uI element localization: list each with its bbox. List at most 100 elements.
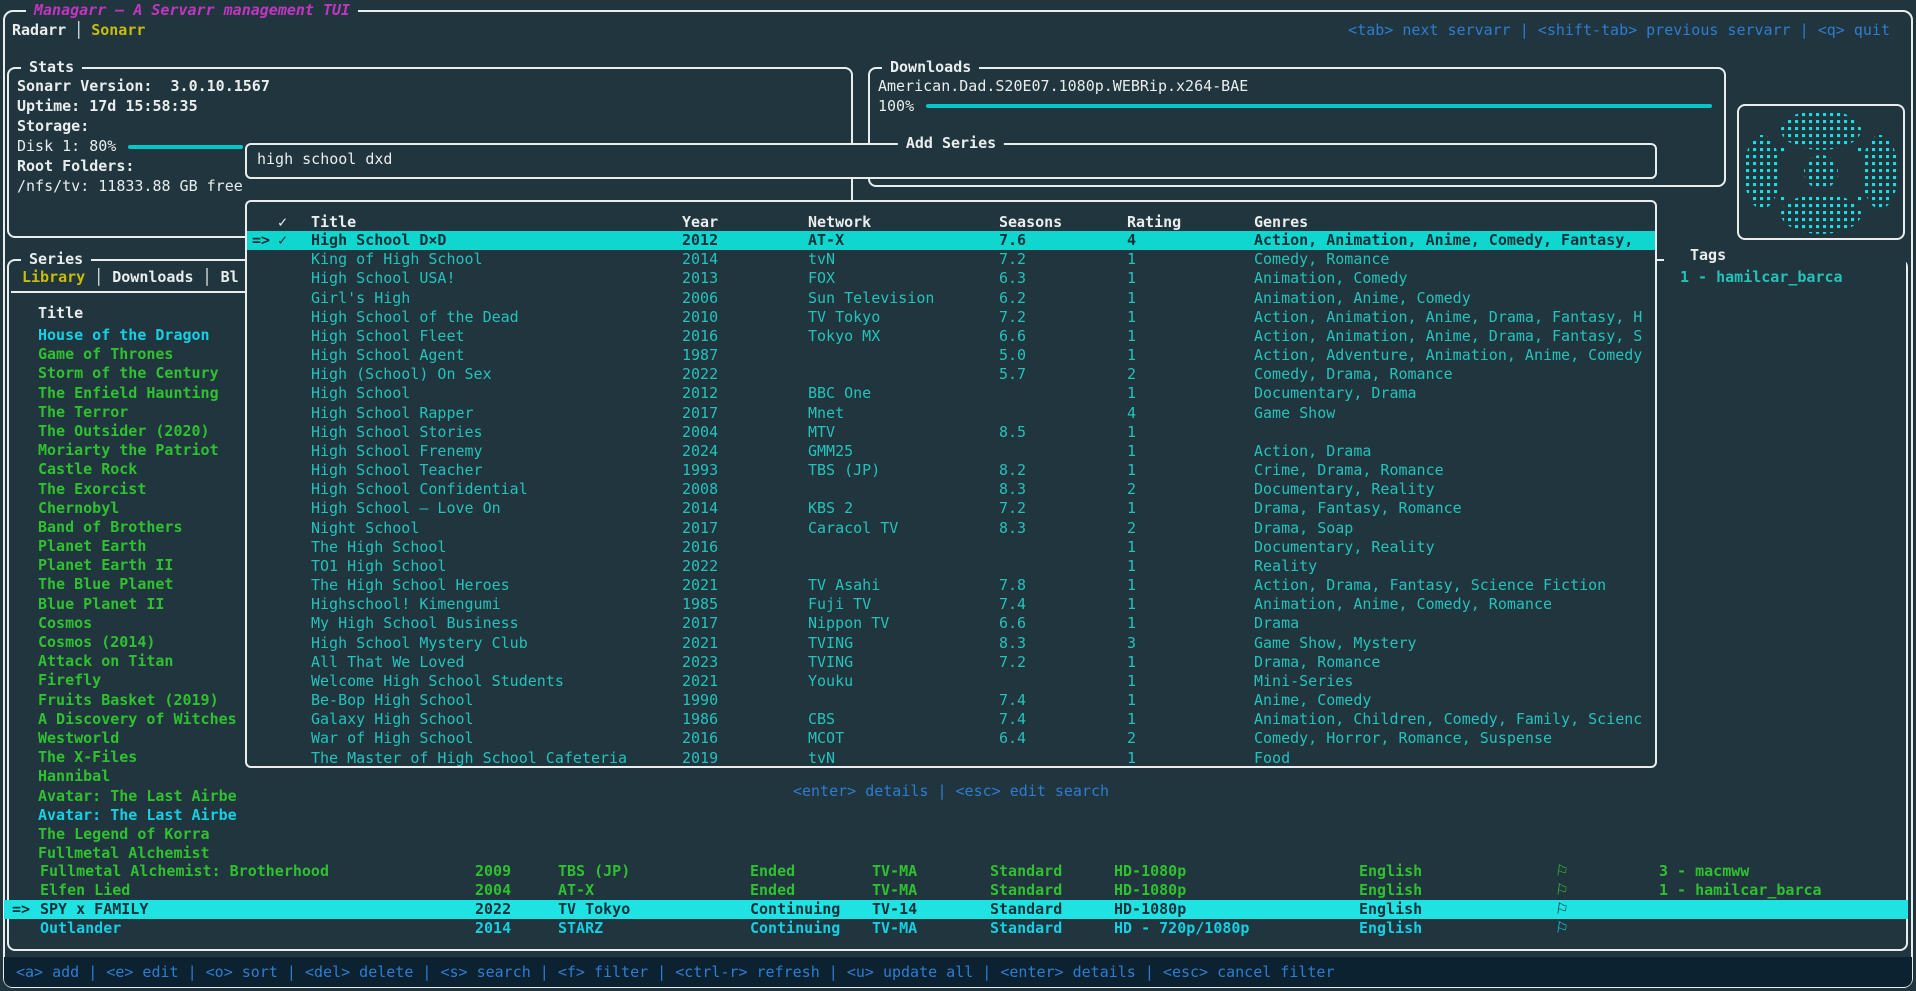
search-result-row[interactable]: Be-Bop High School 1990 7.4 1 Anime, Com… [247,691,1655,710]
search-result-row[interactable]: King of High School 2014 tvN 7.2 1 Comed… [247,250,1655,269]
library-series-item[interactable]: Planet Earth II [38,556,174,575]
search-result-row[interactable]: Galaxy High School 1986 CBS 7.4 1 Animat… [247,710,1655,729]
result-year: 2019 [682,748,719,767]
result-seasons-col: 7.2 [999,250,1027,269]
library-series-item[interactable]: The Outsider (2020) [38,421,210,440]
tab-sonarr[interactable]: Sonarr [91,21,146,39]
library-series-item[interactable]: House of the Dragon [38,326,210,344]
search-result-row[interactable]: High School of the Dead 2010 TV Tokyo 7.… [247,308,1655,327]
library-series-item[interactable]: The Enfield Haunting [38,383,219,402]
library-series-item[interactable]: Game of Thrones [38,345,174,364]
library-table-row[interactable]: Elfen Lied 2004 AT-X Ended TV-MA Standar… [4,880,1908,900]
result-title: High School Teacher [311,461,483,480]
result-rating-col: 1 [1127,326,1137,345]
search-result-row[interactable]: High School Teacher 1993 TBS (JP) 8.2 1 … [247,461,1655,480]
library-series-item[interactable]: Castle Rock [38,460,138,479]
library-table-row[interactable]: Fullmetal Alchemist: Brotherhood 2009 TB… [4,861,1908,881]
search-result-row[interactable]: High School Mystery Club 2021 TVING 8.3 … [247,634,1655,653]
search-result-row[interactable]: High School Stories 2004 MTV 8.5 1 [247,423,1655,442]
library-series-item[interactable]: Blue Planet II [38,594,165,613]
series-year: 2009 [475,861,512,880]
library-series-item[interactable]: Firefly [38,671,102,690]
library-series-item[interactable]: Attack on Titan [38,652,174,671]
result-network: CBS [808,710,836,729]
library-series-item[interactable]: Cosmos (2014) [38,633,156,651]
tab-library[interactable]: Library [22,268,86,286]
library-series-item[interactable]: The Legend of Korra [38,824,210,843]
result-year: 2017 [682,614,719,633]
search-result-row[interactable]: Girl's High 2006 Sun Television 6.2 1 An… [247,289,1655,308]
result-genres: Mini-Series [1254,671,1354,690]
library-series-item[interactable]: Fruits Basket (2019) [38,690,219,709]
result-title: Highschool! Kimengumi [311,595,501,614]
library-series-item[interactable]: Moriarty the Patriot [38,441,219,460]
result-seasons-col: 6.2 [999,288,1027,307]
result-rating-col: 1 [1127,710,1137,729]
search-result-row[interactable]: High School 2012 BBC One 1 Documentary, … [247,384,1655,403]
series-tabs: Library │ Downloads │ Bl [22,268,239,286]
result-seasons-col: 5.0 [999,346,1027,365]
search-result-row[interactable]: High School Fleet 2016 Tokyo MX 6.6 1 Ac… [247,327,1655,346]
search-result-row[interactable]: => ✓ High School D×D 2012 AT-X 7.6 4 Act… [247,231,1655,251]
library-series-item[interactable]: Storm of the Century [38,364,219,383]
series-search-input[interactable] [257,150,1637,168]
result-genres: Drama, Romance [1254,652,1381,671]
tags-panel-title: Tags [1690,246,1727,264]
search-result-row[interactable]: High School Agent 1987 5.0 1 Action, Adv… [247,346,1655,365]
top-keybindings-help: <tab> next servarr | <shift-tab> previou… [1348,21,1890,39]
library-series-item[interactable]: Cosmos [38,613,93,632]
search-result-row[interactable]: Night School 2017 Caracol TV 8.3 2 Drama… [247,519,1655,538]
search-result-row[interactable]: The High School 2016 1 Documentary, Real… [247,538,1655,557]
result-network: MTV [808,422,836,441]
search-result-row[interactable]: High School Rapper 2017 Mnet 4 Game Show [247,404,1655,423]
result-network: MCOT [808,729,845,748]
result-title: Be-Bop High School [311,691,474,710]
library-series-item[interactable]: Chernobyl [38,498,120,517]
search-result-row[interactable]: Highschool! Kimengumi 1985 Fuji TV 7.4 1… [247,595,1655,614]
search-result-row[interactable]: My High School Business 2017 Nippon TV 6… [247,614,1655,633]
result-rating-col: 1 [1127,499,1137,518]
result-network: BBC One [808,384,872,403]
search-result-row[interactable]: High School USA! 2013 FOX 6.3 1 Animatio… [247,269,1655,288]
library-table-row[interactable]: => SPY x FAMILY 2022 TV Tokyo Continuing… [4,899,1908,920]
library-series-item[interactable]: Planet Earth [38,537,147,556]
library-series-item[interactable]: The Terror [38,402,129,421]
result-year: 2022 [682,556,719,575]
library-series-item[interactable]: The X-Files [38,748,138,767]
search-result-row[interactable]: All That We Loved 2023 TVING 7.2 1 Drama… [247,653,1655,672]
tab-radarr[interactable]: Radarr [12,21,67,39]
library-series-item[interactable]: Westworld [38,728,120,747]
search-result-row[interactable]: High School Confidential 2008 8.3 2 Docu… [247,480,1655,499]
search-result-row[interactable]: The Master of High School Cafeteria 2019… [247,748,1655,767]
library-series-item[interactable]: Avatar: The Last Airbe [38,805,237,824]
series-status: Continuing [750,919,841,938]
library-series-item[interactable]: A Discovery of Witches [38,709,237,728]
result-rating-col: 1 [1127,691,1137,710]
search-result-row[interactable]: The High School Heroes 2021 TV Asahi 7.8… [247,576,1655,595]
search-result-row[interactable]: TO1 High School 2022 1 Reality [247,557,1655,576]
result-genres: Reality [1254,556,1318,575]
search-result-row[interactable]: High School – Love On 2014 KBS 2 7.2 1 D… [247,499,1655,518]
result-title: High School of the Dead [311,307,519,326]
search-result-row[interactable]: High (School) On Sex 2022 5.7 2 Comedy, … [247,365,1655,384]
library-series-item[interactable]: Band of Brothers [38,517,183,536]
result-seasons-col: 6.6 [999,614,1027,633]
result-seasons-col: 7.2 [999,499,1027,518]
library-series-item[interactable]: Avatar: The Last Airbe [38,786,237,805]
tab-downloads[interactable]: Downloads [112,268,194,286]
tags-panel: Tags 1 - hamilcar_barca [1664,243,1906,305]
search-result-row[interactable]: High School Frenemy 2024 GMM25 1 Action,… [247,442,1655,461]
result-network: Youku [808,671,854,690]
search-result-row[interactable]: War of High School 2016 MCOT 6.4 2 Comed… [247,729,1655,748]
library-series-item[interactable]: Fullmetal Alchemist [38,844,210,863]
result-seasons-col: 7.4 [999,595,1027,614]
result-year: 2016 [682,729,719,748]
search-result-row[interactable]: Welcome High School Students 2021 Youku … [247,672,1655,691]
library-series-item[interactable]: The Exorcist [38,479,147,498]
series-panel-title: Series [21,250,92,268]
library-series-item[interactable]: Hannibal [38,767,111,786]
library-table-row[interactable]: Outlander 2014 STARZ Continuing TV-MA St… [4,918,1908,938]
library-series-item[interactable]: The Blue Planet [38,575,174,594]
tag-list-item[interactable]: 1 - hamilcar_barca [1680,268,1843,286]
tab-blocklist[interactable]: Bl [220,268,239,286]
